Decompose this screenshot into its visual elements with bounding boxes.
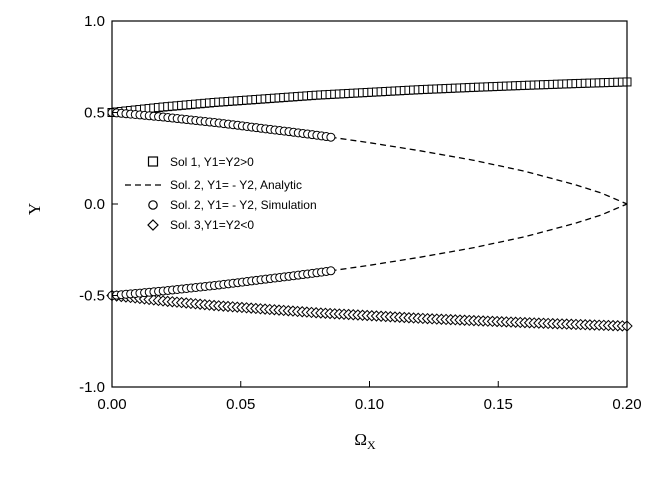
series-layer: [106, 77, 633, 332]
legend-label-sol2-simulation: Sol. 2, Y1= - Y2, Simulation: [170, 198, 317, 212]
x-tick-label: 0.10: [355, 396, 384, 413]
y-tick-label: -0.5: [79, 288, 105, 305]
legend-label-sol1: Sol 1, Y1=Y2>0: [170, 155, 254, 169]
x-axis-title: ΩX: [354, 430, 376, 452]
x-tick-label: 0.15: [484, 396, 513, 413]
data-point-sol2-simulation-lower: [326, 266, 336, 276]
x-tick-label: 0.00: [97, 396, 126, 413]
legend-marker-sol3: [147, 219, 159, 231]
y-tick-label: 0.0: [84, 196, 105, 213]
y-tick-label: -1.0: [79, 379, 105, 396]
y-axis-title: Y: [25, 203, 44, 215]
data-point-sol2-simulation-upper: [326, 132, 336, 142]
x-tick-label: 0.05: [226, 396, 255, 413]
x-axis-title-main: Ω: [354, 430, 367, 449]
legend-label-sol3: Sol. 3,Y1=Y2<0: [170, 218, 254, 232]
legend: Sol 1, Y1=Y2>0 Sol. 2, Y1= - Y2, Analyti…: [125, 155, 317, 232]
legend-marker-sol1: [147, 156, 159, 167]
x-axis-title-subscript: X: [367, 438, 376, 452]
y-tick-label: 0.5: [84, 105, 105, 122]
legend-label-sol2-analytic: Sol. 2, Y1= - Y2, Analytic: [170, 178, 302, 192]
tick-layer: 0.00 0.05 0.10 0.15 0.20 1.0 0.5 0.0 -0.5 -1.0: [79, 13, 641, 413]
x-tick-label: 0.20: [612, 396, 641, 413]
y-tick-label: 1.0: [84, 13, 105, 30]
legend-marker-sol2-simulation: [148, 200, 158, 210]
